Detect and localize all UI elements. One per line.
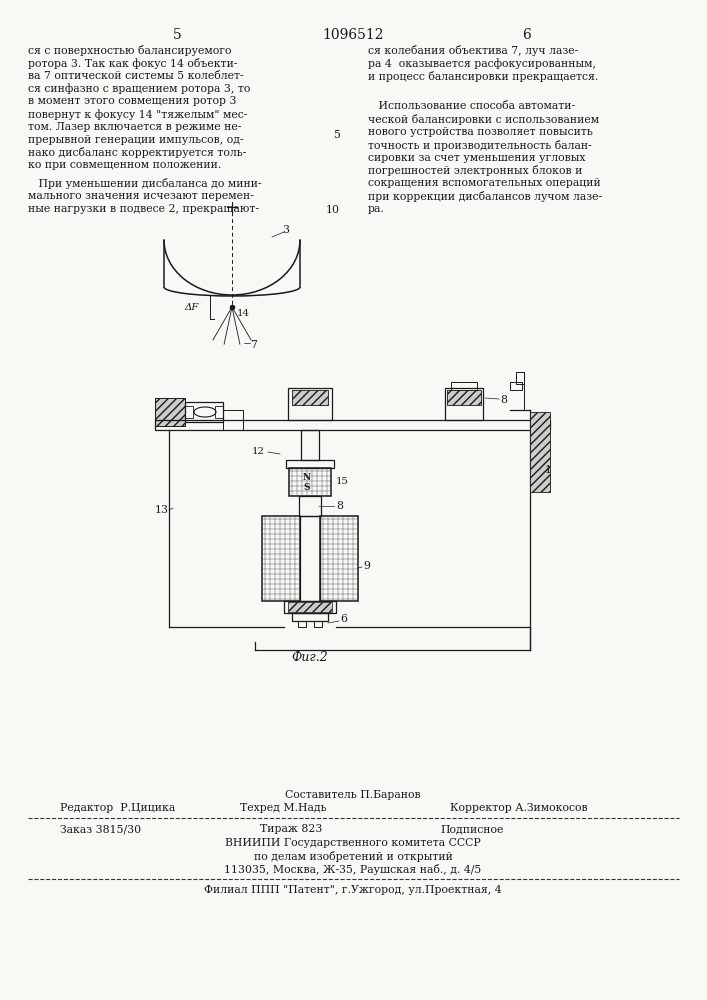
- Text: Фиг.2: Фиг.2: [291, 651, 328, 664]
- Text: прерывной генерации импульсов, од-: прерывной генерации импульсов, од-: [28, 135, 244, 145]
- Bar: [298, 621, 306, 627]
- Text: 10: 10: [326, 205, 340, 215]
- Bar: [292, 613, 328, 621]
- Bar: [516, 372, 524, 384]
- Bar: [288, 388, 332, 420]
- Text: ротора 3. Так как фокус 14 объекти-: ротора 3. Так как фокус 14 объекти-: [28, 58, 238, 69]
- Text: Филиал ППП "Патент", г.Ужгород, ул.Проектная, 4: Филиал ППП "Патент", г.Ужгород, ул.Проек…: [204, 885, 502, 895]
- Bar: [155, 398, 185, 426]
- Text: Составитель П.Баранов: Составитель П.Баранов: [285, 790, 421, 800]
- Text: ΔF: ΔF: [185, 302, 199, 312]
- Bar: [530, 412, 550, 492]
- Text: и процесс балансировки прекращается.: и процесс балансировки прекращается.: [368, 71, 598, 82]
- Text: ся синфазно с вращением ротора 3, то: ся синфазно с вращением ротора 3, то: [28, 83, 250, 94]
- Text: 9: 9: [363, 561, 370, 571]
- Text: ся колебания объектива 7, луч лазе-: ся колебания объектива 7, луч лазе-: [368, 45, 578, 56]
- Bar: [314, 621, 322, 627]
- Text: Использование способа автомати-: Использование способа автомати-: [368, 101, 575, 111]
- Text: ва 7 оптической системы 5 колеблет-: ва 7 оптической системы 5 колеблет-: [28, 71, 244, 81]
- Text: 14: 14: [237, 309, 250, 318]
- Bar: [185, 406, 193, 418]
- Text: ные нагрузки в подвесе 2, прекращают-: ные нагрузки в подвесе 2, прекращают-: [28, 204, 259, 214]
- Text: 5: 5: [173, 28, 182, 42]
- Bar: [185, 402, 223, 422]
- Text: Редактор  Р.Цицика: Редактор Р.Цицика: [60, 803, 175, 813]
- Text: S: S: [304, 483, 310, 491]
- Bar: [300, 516, 320, 601]
- Bar: [289, 468, 331, 496]
- Text: мального значения исчезают перемен-: мального значения исчезают перемен-: [28, 191, 254, 201]
- Text: 3: 3: [282, 225, 289, 235]
- Text: сировки за счет уменьшения угловых: сировки за счет уменьшения угловых: [368, 153, 585, 163]
- Text: 6: 6: [340, 614, 347, 624]
- Text: ра.: ра.: [368, 204, 385, 214]
- Text: 7: 7: [250, 340, 257, 350]
- Text: том. Лазер включается в режиме не-: том. Лазер включается в режиме не-: [28, 122, 241, 132]
- Text: 1: 1: [545, 465, 552, 475]
- Text: Техред М.Надь: Техред М.Надь: [240, 803, 327, 813]
- Bar: [292, 390, 328, 405]
- Text: погрешностей электронных блоков и: погрешностей электронных блоков и: [368, 165, 583, 176]
- Text: ко при совмещенном положении.: ко при совмещенном положении.: [28, 160, 221, 170]
- Text: сокращения вспомогательных операций: сокращения вспомогательных операций: [368, 178, 601, 188]
- Text: 13: 13: [155, 505, 169, 515]
- Text: ся с поверхностью балансируемого: ся с поверхностью балансируемого: [28, 45, 231, 56]
- Text: ВНИИПИ Государственного комитета СССР: ВНИИПИ Государственного комитета СССР: [225, 838, 481, 848]
- Text: повернут к фокусу 14 "тяжелым" мес-: повернут к фокусу 14 "тяжелым" мес-: [28, 109, 247, 120]
- Bar: [301, 430, 319, 460]
- Text: 12: 12: [252, 448, 265, 456]
- Text: 113035, Москва, Ж-35, Раушская наб., д. 4/5: 113035, Москва, Ж-35, Раушская наб., д. …: [224, 864, 481, 875]
- Text: 8: 8: [500, 395, 507, 405]
- Bar: [451, 382, 477, 390]
- Text: ра 4  оказывается расфокусированным,: ра 4 оказывается расфокусированным,: [368, 58, 596, 69]
- Text: Подписное: Подписное: [440, 824, 503, 834]
- Text: 1096512: 1096512: [322, 28, 384, 42]
- Text: Заказ 3815/30: Заказ 3815/30: [60, 824, 141, 834]
- Text: нового устройства позволяет повысить: нового устройства позволяет повысить: [368, 127, 593, 137]
- Bar: [510, 382, 522, 390]
- Text: 6: 6: [522, 28, 532, 42]
- Text: 8: 8: [336, 501, 343, 511]
- Text: 15: 15: [336, 478, 349, 487]
- Bar: [223, 410, 243, 430]
- Text: Тираж 823: Тираж 823: [260, 824, 322, 834]
- Text: Корректор А.Зимокосов: Корректор А.Зимокосов: [450, 803, 588, 813]
- Bar: [288, 602, 332, 612]
- Bar: [262, 516, 300, 601]
- Bar: [299, 496, 321, 516]
- Bar: [447, 390, 481, 405]
- Bar: [155, 420, 550, 430]
- Text: точность и производительность балан-: точность и производительность балан-: [368, 140, 592, 151]
- Text: в момент этого совмещения ротор 3: в момент этого совмещения ротор 3: [28, 96, 237, 106]
- Text: 5: 5: [334, 130, 341, 140]
- Text: При уменьшении дисбаланса до мини-: При уменьшении дисбаланса до мини-: [28, 178, 262, 189]
- Bar: [320, 516, 358, 601]
- Text: ческой балансировки с использованием: ческой балансировки с использованием: [368, 114, 599, 125]
- Bar: [445, 388, 483, 420]
- Bar: [284, 601, 336, 613]
- Text: по делам изобретений и открытий: по делам изобретений и открытий: [254, 851, 452, 862]
- Bar: [286, 460, 334, 468]
- Bar: [215, 406, 223, 418]
- Text: нако дисбаланс корректируется толь-: нако дисбаланс корректируется толь-: [28, 147, 246, 158]
- Text: при коррекции дисбалансов лучом лазе-: при коррекции дисбалансов лучом лазе-: [368, 191, 602, 202]
- Text: N: N: [303, 473, 311, 482]
